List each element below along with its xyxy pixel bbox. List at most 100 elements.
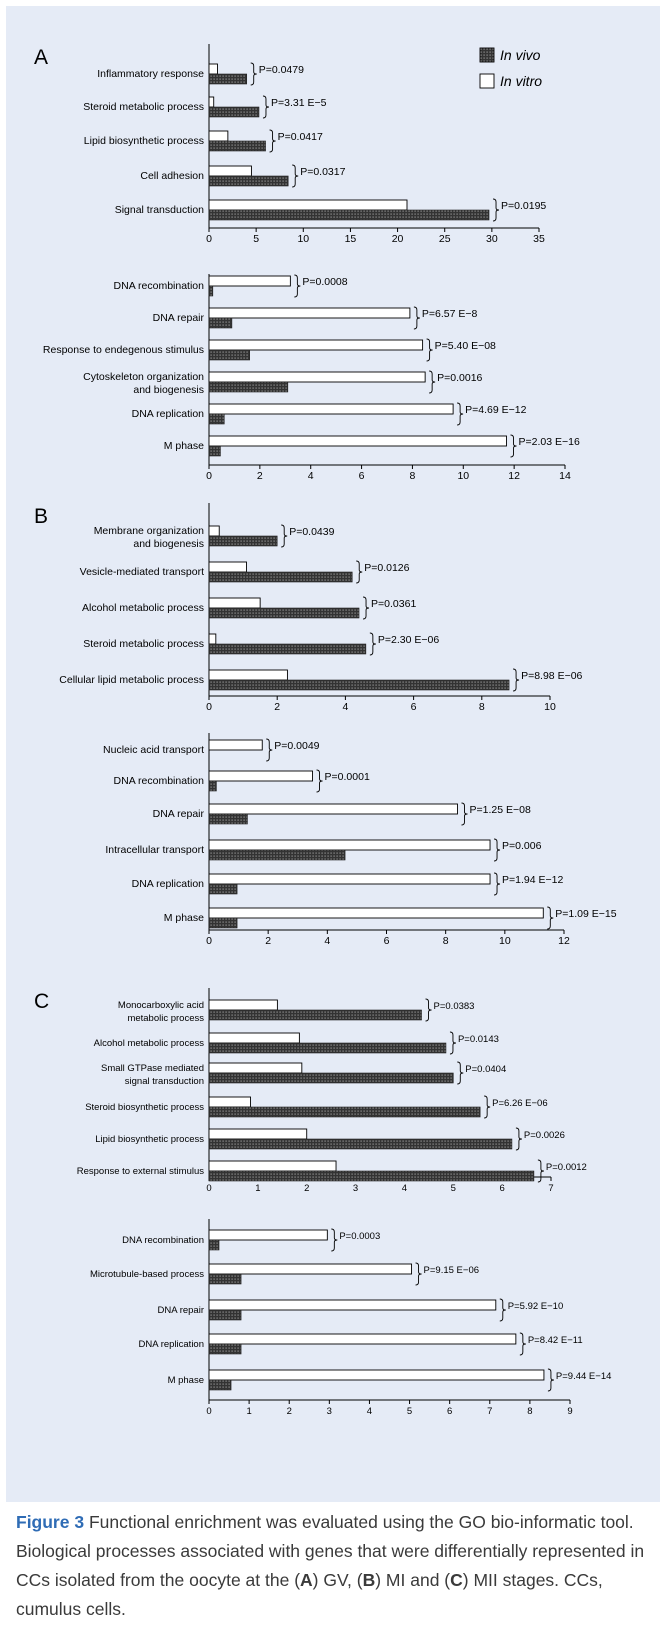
caption-text-segment: ) MI and ( [375, 1570, 451, 1590]
bar-in-vivo [208, 317, 233, 329]
x-tick-label: 6 [499, 1183, 504, 1194]
bar-in-vitro [208, 63, 218, 75]
p-value-label: P=0.0317 [300, 166, 345, 178]
p-value-label: P=0.006 [502, 840, 542, 852]
bracket [294, 274, 301, 298]
bar-in-vitro [208, 633, 217, 645]
category-label: Steroid metabolic process [83, 101, 204, 113]
p-value-label: P=1.94 E−12 [502, 874, 563, 886]
legend: In vivo In vitro [479, 47, 542, 89]
x-tick-label: 2 [274, 701, 280, 713]
category-label: Small GTPase mediated signal transduction [101, 1063, 204, 1087]
x-tick-label: 35 [533, 233, 545, 245]
bar-in-vivo [208, 1106, 481, 1118]
x-tick-label: 0 [206, 935, 212, 947]
bracket [547, 1368, 554, 1392]
x-tick-label: 0 [206, 701, 212, 713]
bar-in-vitro [208, 739, 263, 751]
x-tick-label: 12 [558, 935, 570, 947]
bracket [262, 95, 269, 119]
p-value-label: P=9.44 E−14 [556, 1371, 611, 1382]
category-label: DNA replication [132, 408, 205, 420]
bracket [369, 632, 376, 656]
chart-3: 0 2 4 6 8 10 B Membrane organization and biogene… [34, 503, 583, 713]
category-label: DNA repair [153, 312, 205, 324]
bar-in-vitro [208, 435, 507, 447]
category-label: Signal transduction [115, 204, 204, 216]
bracket [413, 306, 420, 330]
p-value-label: P=0.0195 [501, 200, 546, 212]
bar-in-vitro [208, 907, 544, 919]
bar-in-vitro [208, 130, 229, 142]
caption-panel-letter: A [300, 1570, 313, 1590]
bracket [426, 338, 433, 362]
bar-in-vitro [208, 770, 313, 782]
bar-in-vivo [208, 285, 214, 297]
x-tick-label: 10 [499, 935, 511, 947]
x-tick-label: 5 [451, 1183, 456, 1194]
p-value-label: P=0.0008 [302, 276, 347, 288]
category-label: Steroid biosynthetic process [85, 1102, 204, 1113]
category-label: Intracellular transport [105, 844, 204, 856]
p-value-label: P=0.0439 [289, 526, 334, 538]
chart-1: 0 5 10 15 20 25 30 35 A Inflammatory response P=0.… [34, 44, 546, 245]
x-tick-label: 0 [206, 1406, 211, 1417]
bar-in-vitro [208, 1333, 517, 1345]
p-value-label: P=0.0003 [339, 1231, 380, 1242]
bar-in-vitro [208, 873, 491, 885]
bar-in-vitro [208, 1128, 308, 1140]
x-tick-label: 7 [548, 1183, 553, 1194]
bar-in-vitro [208, 165, 252, 177]
bar-in-vitro [208, 669, 288, 681]
category-label: M phase [168, 1375, 204, 1386]
bar-in-vivo [208, 73, 248, 85]
category-label: DNA recombination [114, 775, 205, 787]
category-label: Steroid metabolic process [83, 638, 204, 650]
p-value-label: P=3.31 E−5 [271, 97, 327, 109]
bar-in-vivo [208, 679, 510, 691]
bar-in-vitro [208, 96, 215, 108]
bar-in-vivo [208, 607, 360, 619]
bar-in-vivo [208, 813, 248, 825]
p-value-label: P=5.92 E−10 [508, 1301, 563, 1312]
p-value-label: P=8.98 E−06 [521, 670, 582, 682]
bracket [429, 370, 436, 394]
bar-in-vivo [208, 917, 238, 929]
p-value-label: P=4.69 E−12 [465, 404, 526, 416]
category-label: Alcohol metabolic process [94, 1038, 205, 1049]
bracket [499, 1298, 506, 1322]
x-tick-label: 10 [457, 470, 469, 482]
x-tick-label: 1 [246, 1406, 251, 1417]
panel-letter: B [34, 505, 48, 528]
caption-panel-letter: B [362, 1570, 376, 1590]
bar-in-vivo [208, 883, 238, 895]
bracket [457, 402, 464, 426]
x-tick-label: 4 [342, 701, 348, 713]
p-value-label: P=9.15 E−06 [424, 1265, 479, 1276]
category-label: Lipid biosynthetic process [84, 135, 204, 147]
x-tick-label: 10 [544, 701, 556, 713]
category-label: DNA replication [132, 878, 205, 890]
bracket [356, 560, 363, 584]
x-tick-label: 20 [392, 233, 404, 245]
bar-in-vitro [208, 597, 261, 609]
category-label: DNA recombination [122, 1235, 204, 1246]
bracket [494, 838, 501, 862]
bar-in-vivo [208, 780, 217, 792]
x-tick-label: 10 [297, 233, 309, 245]
bar-in-vitro [208, 999, 278, 1011]
chart-2: 0 2 4 6 8 10 12 14 DNA recombination P=0.0008 DNA … [43, 274, 580, 482]
category-label: DNA recombination [114, 280, 205, 292]
category-label: Vesicle-mediated transport [80, 566, 204, 578]
category-label: Alcohol metabolic process [82, 602, 204, 614]
bar-in-vitro [208, 307, 411, 319]
bracket [250, 62, 257, 86]
bracket [515, 1127, 522, 1151]
bar-in-vitro [208, 839, 491, 851]
legend-swatch [479, 73, 495, 89]
bracket [331, 1228, 338, 1252]
bar-in-vitro [208, 1263, 413, 1275]
x-tick-label: 3 [327, 1406, 332, 1417]
p-value-label: P=8.42 E−11 [528, 1335, 583, 1346]
bar-in-vitro [208, 1229, 328, 1241]
